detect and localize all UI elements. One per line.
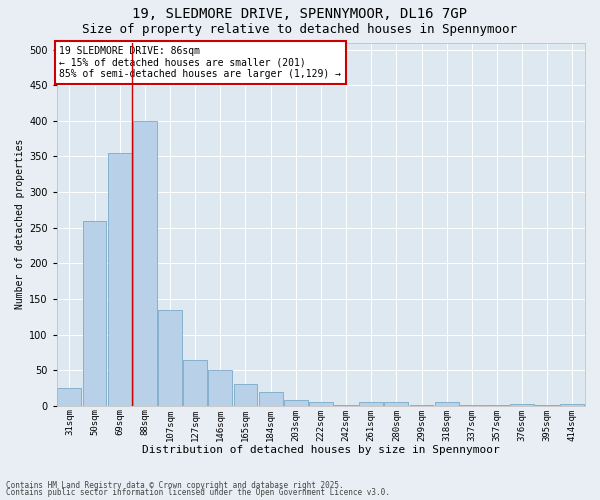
Bar: [158, 310, 182, 406]
Text: Size of property relative to detached houses in Spennymoor: Size of property relative to detached ho…: [83, 22, 517, 36]
Bar: [410, 405, 433, 406]
X-axis label: Distribution of detached houses by size in Spennymoor: Distribution of detached houses by size …: [142, 445, 500, 455]
Bar: [208, 370, 232, 406]
Text: Contains HM Land Registry data © Crown copyright and database right 2025.: Contains HM Land Registry data © Crown c…: [6, 480, 344, 490]
Bar: [385, 402, 409, 406]
Bar: [133, 121, 157, 406]
Bar: [108, 153, 131, 406]
Text: 19 SLEDMORE DRIVE: 86sqm
← 15% of detached houses are smaller (201)
85% of semi-: 19 SLEDMORE DRIVE: 86sqm ← 15% of detach…: [59, 46, 341, 80]
Bar: [535, 405, 559, 406]
Bar: [485, 405, 509, 406]
Text: 19, SLEDMORE DRIVE, SPENNYMOOR, DL16 7GP: 19, SLEDMORE DRIVE, SPENNYMOOR, DL16 7GP: [133, 8, 467, 22]
Bar: [560, 404, 584, 406]
Bar: [334, 405, 358, 406]
Bar: [309, 402, 333, 406]
Text: Contains public sector information licensed under the Open Government Licence v3: Contains public sector information licen…: [6, 488, 390, 497]
Bar: [510, 404, 534, 406]
Bar: [359, 402, 383, 406]
Bar: [233, 384, 257, 406]
Bar: [183, 360, 207, 406]
Bar: [460, 405, 484, 406]
Bar: [435, 402, 458, 406]
Bar: [259, 392, 283, 406]
Bar: [83, 220, 106, 406]
Bar: [58, 388, 82, 406]
Bar: [284, 400, 308, 406]
Y-axis label: Number of detached properties: Number of detached properties: [15, 139, 25, 310]
